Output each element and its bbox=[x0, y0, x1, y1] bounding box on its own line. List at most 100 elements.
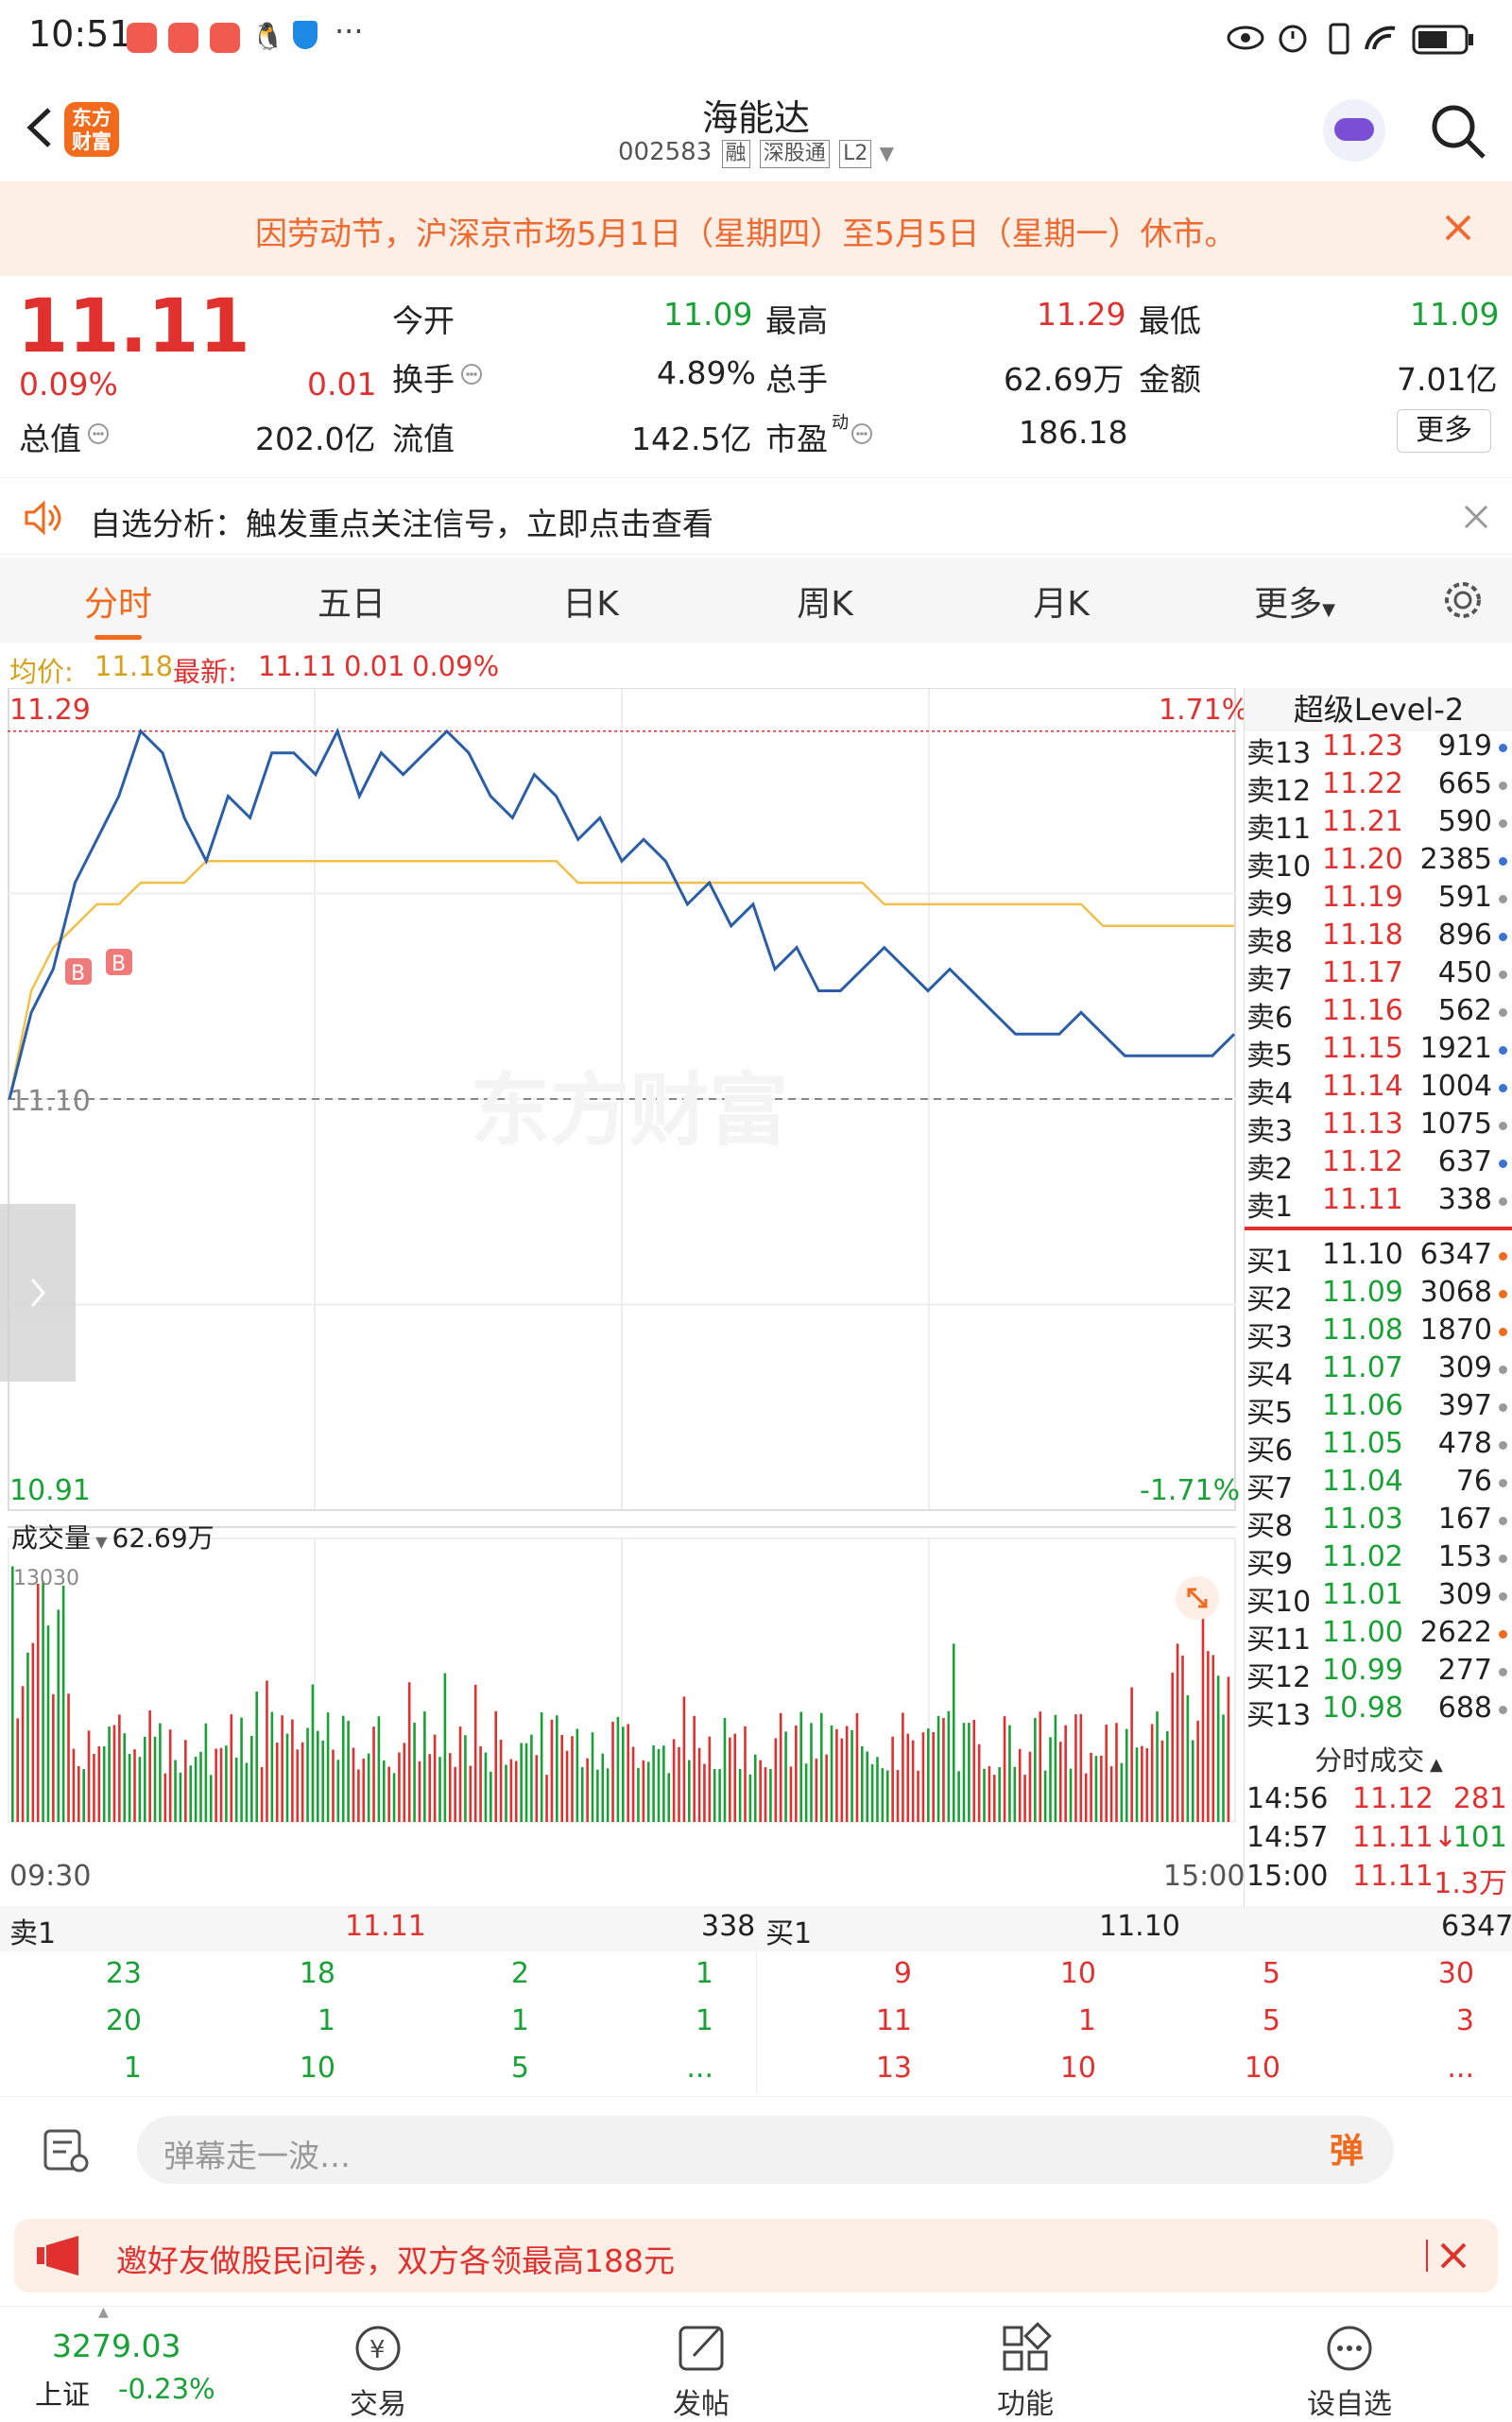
order-dot-icon bbox=[1499, 744, 1507, 752]
holiday-notice-banner: 因劳动节，沪深京市场5月1日（星期四）至5月5日（星期一）休市。 bbox=[0, 181, 1512, 276]
book-price: 11.11 bbox=[1322, 1183, 1403, 1216]
info-icon[interactable] bbox=[460, 363, 483, 386]
bid-row: 买9 11.02 153 bbox=[1245, 1540, 1512, 1581]
volume-bar bbox=[1018, 1748, 1022, 1822]
volume-bar bbox=[845, 1726, 849, 1822]
tab-intraday[interactable]: 分时 bbox=[43, 576, 194, 640]
book-volume: 562 bbox=[1437, 994, 1492, 1027]
tab-more-label: 更多 bbox=[1254, 585, 1323, 624]
volume-bar bbox=[1054, 1714, 1057, 1822]
volume-bar bbox=[1074, 1714, 1077, 1822]
tab-weekly-k[interactable]: 周K bbox=[797, 585, 853, 624]
ask-row: 卖6 11.16 562 bbox=[1245, 994, 1512, 1035]
danmu-input[interactable]: 弹幕走一波… 弹 bbox=[137, 2116, 1394, 2184]
volume-bar bbox=[112, 1725, 116, 1822]
order-dot-icon bbox=[1499, 782, 1507, 790]
avg-price-line bbox=[8, 859, 1234, 1100]
volume-bar bbox=[631, 1746, 635, 1822]
book-price: 10.98 bbox=[1322, 1692, 1403, 1725]
volume-bar bbox=[774, 1738, 778, 1822]
volume-bar bbox=[133, 1749, 136, 1822]
side-expand-handle[interactable] bbox=[0, 1204, 76, 1382]
nav-functions[interactable]: 功能 bbox=[950, 2307, 1101, 2421]
volume-bar bbox=[291, 1719, 294, 1822]
danmu-toggle-icon[interactable]: 弹 bbox=[1330, 2132, 1365, 2171]
stock-code-line[interactable]: 002583 融 深股通 L2 ▼ bbox=[0, 138, 1512, 168]
volume-bar bbox=[902, 1712, 904, 1822]
book-volume: 309 bbox=[1437, 1351, 1492, 1384]
volume-total: 62.69万 bbox=[112, 1522, 215, 1554]
amount-label: 金额 bbox=[1139, 361, 1201, 398]
book-level-label: 卖6 bbox=[1246, 1002, 1294, 1035]
book-volume: 397 bbox=[1437, 1389, 1492, 1422]
volume-bar bbox=[637, 1767, 640, 1822]
nav-add-watchlist[interactable]: 设自选 bbox=[1274, 2307, 1425, 2421]
volume-bar bbox=[219, 1747, 223, 1822]
close-icon[interactable] bbox=[1463, 504, 1489, 530]
expand-chart-icon[interactable] bbox=[1176, 1576, 1219, 1620]
volume-bar bbox=[1028, 1751, 1032, 1822]
volume-bar bbox=[804, 1763, 808, 1822]
invite-banner[interactable]: 邀好友做股民问卷，双方各领最高188元 bbox=[14, 2219, 1498, 2293]
info-icon[interactable] bbox=[87, 422, 110, 445]
volume-bar bbox=[317, 1730, 319, 1822]
book-level-label: 买5 bbox=[1246, 1397, 1294, 1430]
level2-title[interactable]: 超级Level-2 bbox=[1245, 688, 1512, 731]
volume-bar bbox=[1176, 1643, 1179, 1822]
book-price: 11.17 bbox=[1322, 956, 1403, 989]
status-time: 10:51 bbox=[28, 13, 132, 55]
volume-bar bbox=[1109, 1766, 1113, 1822]
volume-bar bbox=[667, 1773, 671, 1822]
volume-bar bbox=[819, 1712, 823, 1822]
tab-daily-k[interactable]: 日K bbox=[562, 585, 619, 624]
order-book: 超级Level-2 卖13 11.23 919 卖12 11.22 665 卖11 11.21… bbox=[1244, 688, 1512, 1907]
index-ticker[interactable]: ▲ 3279.03 上证 -0.23% bbox=[0, 2305, 217, 2420]
watchlist-analysis-bar[interactable]: 自选分析：触发重点关注信号，立即点击查看 bbox=[0, 477, 1512, 555]
volume-bar bbox=[576, 1728, 579, 1822]
robot-assistant-icon[interactable] bbox=[1323, 99, 1385, 162]
buy-queue-cell: ... bbox=[1447, 2052, 1474, 2085]
volume-bar bbox=[21, 1686, 25, 1822]
settings-gear-icon[interactable] bbox=[1441, 578, 1485, 622]
megaphone-icon bbox=[37, 2236, 78, 2276]
tab-more[interactable]: 更多▼ bbox=[1219, 576, 1370, 626]
info-icon[interactable] bbox=[850, 422, 873, 445]
book-price: 11.07 bbox=[1322, 1351, 1403, 1384]
open-value: 11.09 bbox=[663, 296, 753, 333]
sell-queue-cell: 20 bbox=[105, 2004, 142, 2037]
tab-monthly-k[interactable]: 月K bbox=[1033, 585, 1090, 624]
book-volume: 167 bbox=[1437, 1503, 1492, 1536]
avg-price-line: 均价: 11.18 最新: 11.11 0.01 0.09% bbox=[0, 644, 1238, 688]
volume-indicator[interactable]: 成交量 ▼ 62.69万 bbox=[11, 1518, 215, 1555]
book-level-label: 买7 bbox=[1246, 1472, 1294, 1505]
volume-label: 总手 bbox=[765, 361, 828, 398]
volume-bar bbox=[723, 1717, 727, 1822]
volume-bar bbox=[779, 1712, 782, 1822]
volume-bar bbox=[729, 1737, 731, 1822]
book-level-label: 买10 bbox=[1246, 1586, 1312, 1619]
tab-five-day[interactable]: 五日 bbox=[317, 585, 386, 624]
close-icon[interactable] bbox=[1444, 214, 1472, 242]
back-arrow-icon[interactable] bbox=[21, 104, 59, 151]
volume-bar bbox=[138, 1757, 142, 1822]
volume-bar bbox=[118, 1714, 121, 1822]
nav-trade-label: 交易 bbox=[350, 2388, 406, 2421]
volume-bar bbox=[505, 1764, 507, 1822]
nav-post[interactable]: 发帖 bbox=[626, 2307, 777, 2421]
book-level-label: 买11 bbox=[1246, 1623, 1312, 1657]
change-percent: 0.09% bbox=[19, 366, 118, 403]
volume-bar bbox=[952, 1643, 955, 1822]
nav-trade[interactable]: ¥ 交易 bbox=[302, 2307, 454, 2421]
pe-superscript: 动 bbox=[832, 413, 849, 433]
close-icon[interactable] bbox=[1439, 2242, 1468, 2270]
volume-bar bbox=[306, 1727, 309, 1822]
ticks-title[interactable]: 分时成交 ▲ bbox=[1245, 1739, 1512, 1778]
order-dot-icon bbox=[1499, 1517, 1507, 1525]
volume-bar bbox=[1171, 1673, 1174, 1822]
more-button[interactable]: 更多 bbox=[1397, 409, 1491, 453]
volume-bar bbox=[189, 1765, 193, 1822]
notes-icon[interactable] bbox=[36, 2125, 98, 2178]
ask-row: 卖8 11.18 896 bbox=[1245, 919, 1512, 959]
search-icon[interactable] bbox=[1427, 100, 1489, 163]
